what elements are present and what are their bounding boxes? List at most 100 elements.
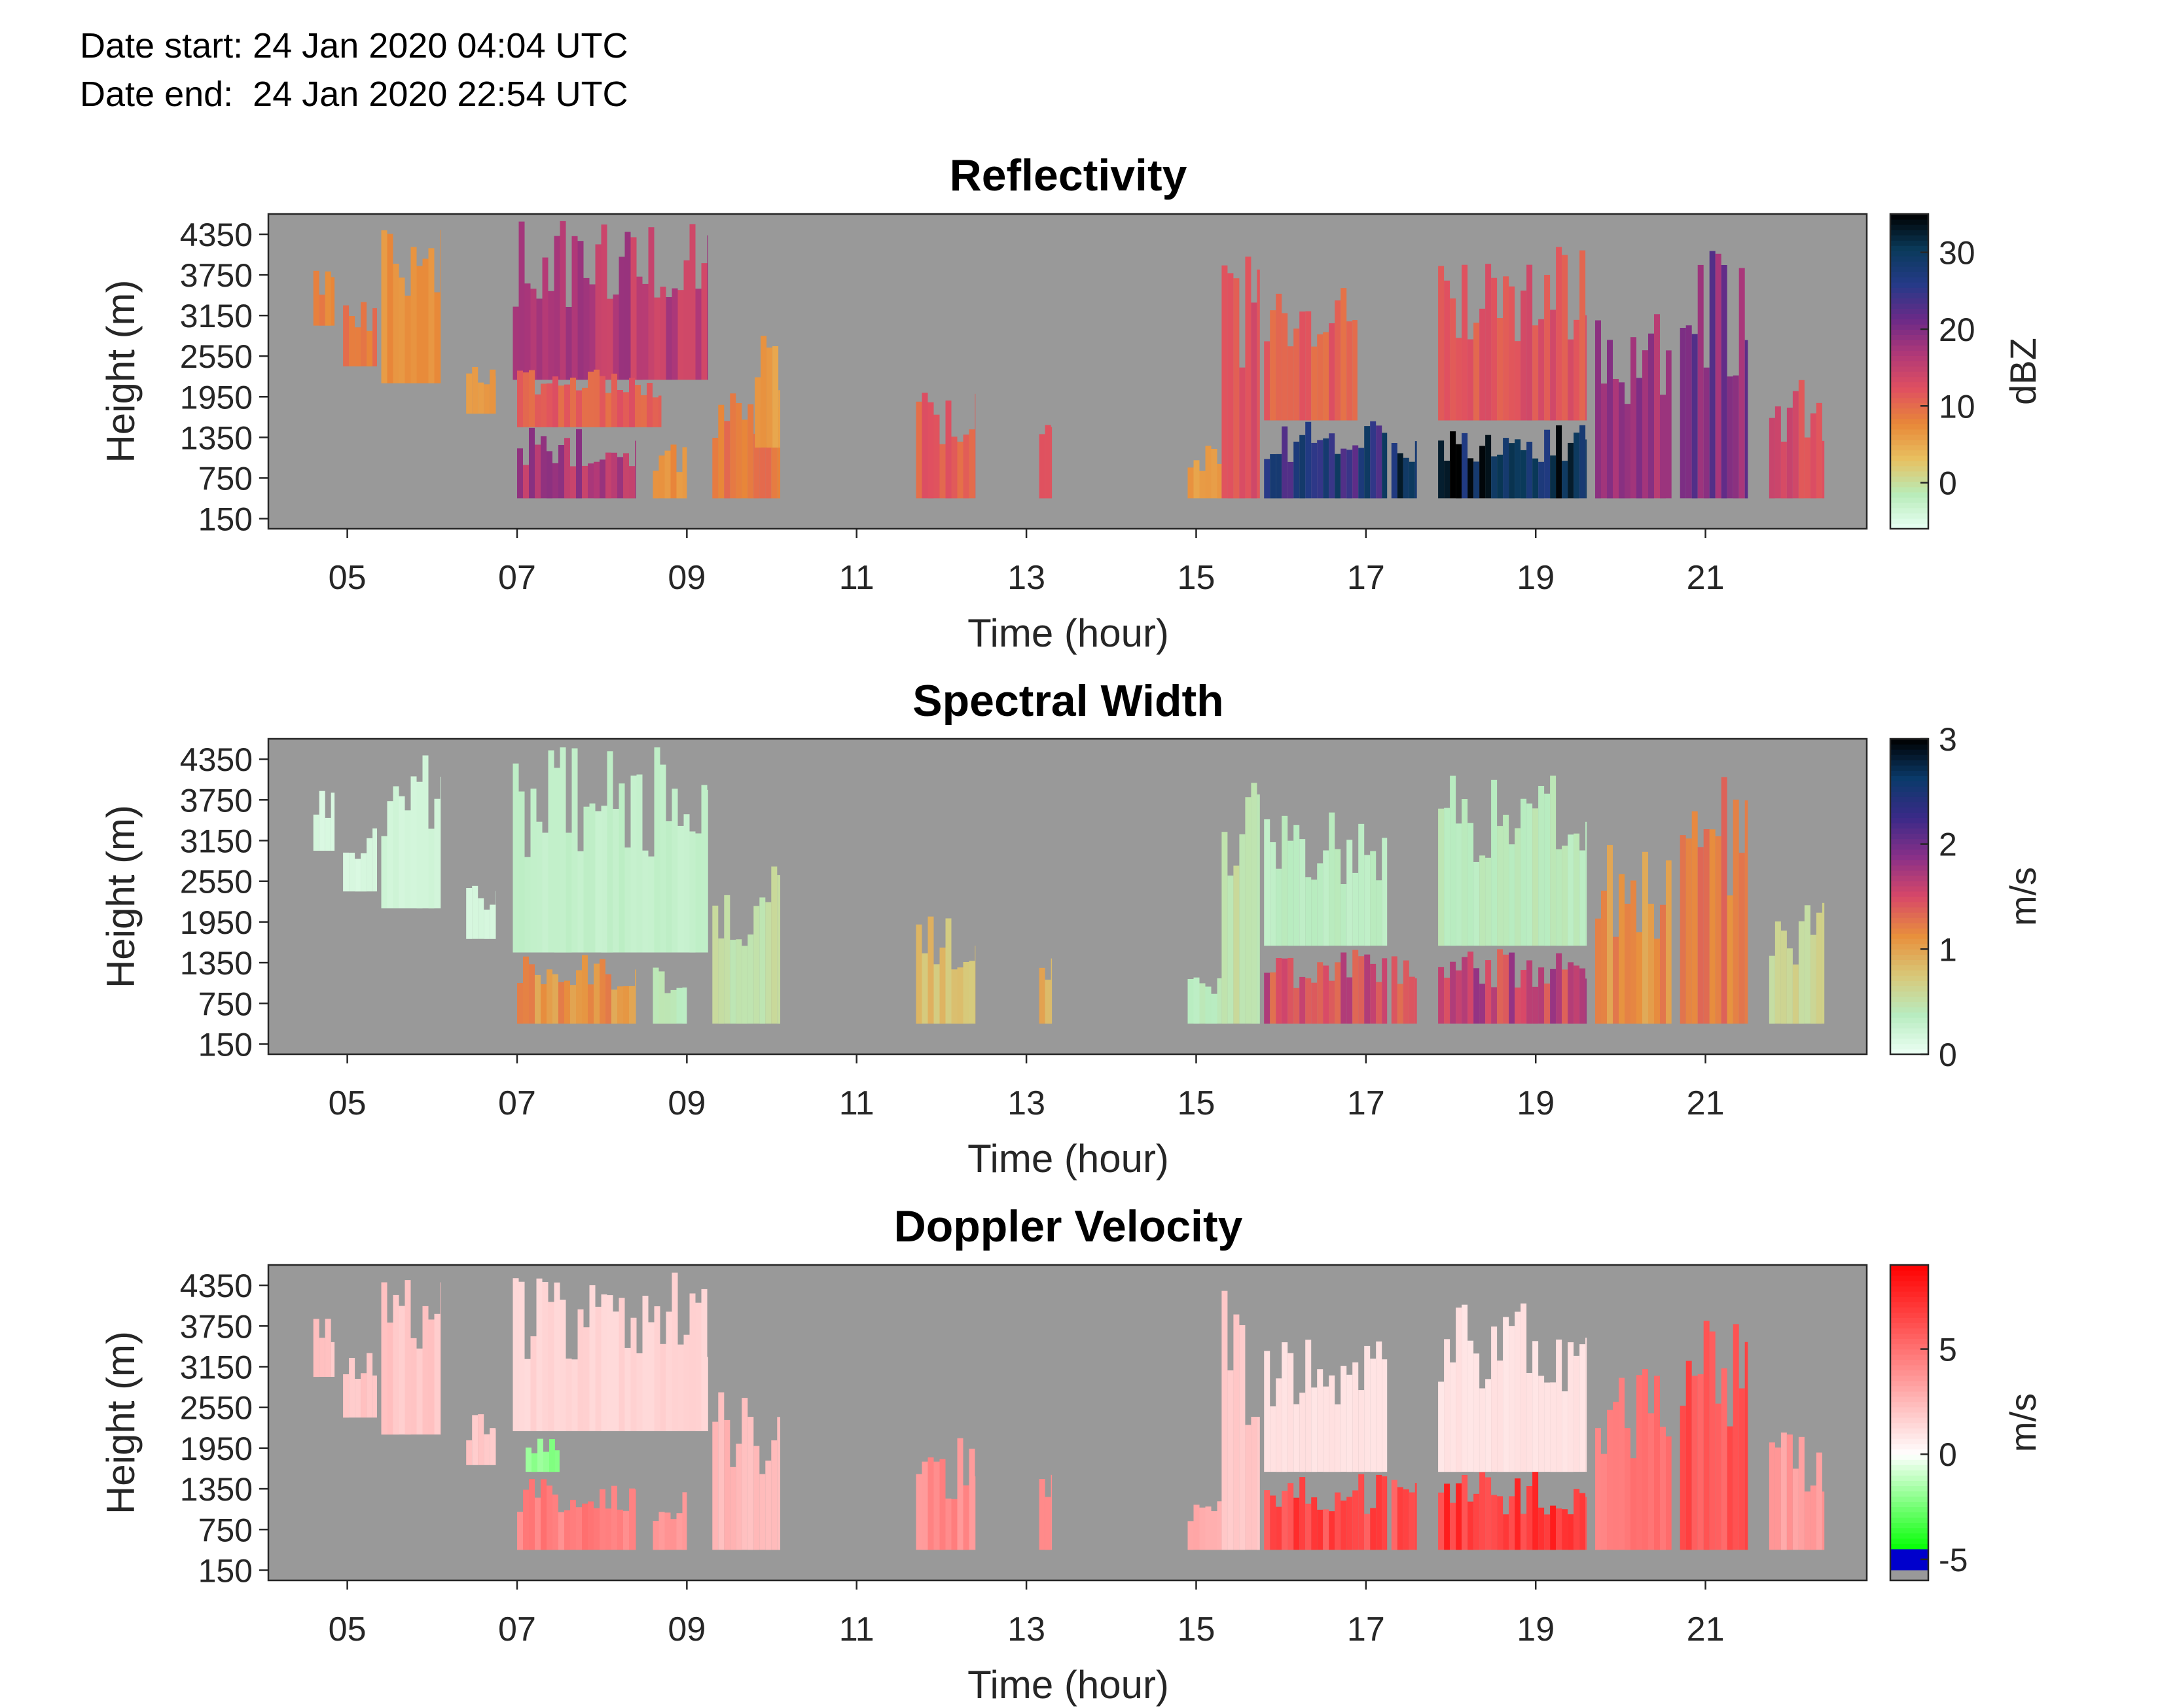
colorbar-swatch — [1890, 1370, 1928, 1376]
echo-column — [1485, 857, 1492, 946]
echo-column — [945, 918, 952, 1024]
echo-column — [1509, 1326, 1515, 1472]
echo-column — [319, 791, 325, 851]
echo-column — [361, 302, 367, 366]
echo-column — [623, 453, 629, 499]
echo-column — [1467, 339, 1474, 421]
echo-column — [1625, 1428, 1630, 1550]
echo-column — [1648, 333, 1654, 499]
echo-column — [566, 307, 572, 380]
echo-column — [1715, 253, 1721, 499]
echo-column — [466, 373, 473, 414]
echo-column — [1562, 969, 1568, 1024]
echo-column — [313, 1319, 319, 1378]
echo-column — [933, 964, 940, 1024]
echo-column — [1497, 826, 1503, 946]
echo-column — [1335, 454, 1341, 499]
y-tick-label: 150 — [198, 1552, 253, 1589]
colorbar-swatch — [1890, 1486, 1928, 1491]
colorbar-swatch — [1890, 230, 1928, 236]
echo-column — [1444, 461, 1450, 499]
echo-column — [1579, 425, 1586, 499]
x-tick-label: 05 — [329, 1084, 367, 1122]
echo-column — [617, 390, 623, 427]
echo-column — [1323, 1509, 1329, 1550]
colorbar-swatch — [1890, 1033, 1928, 1039]
echo-column — [529, 1479, 535, 1550]
echo-column — [1376, 880, 1382, 946]
colorbar-swatch — [1890, 1307, 1928, 1313]
colorbar-swatch — [1890, 397, 1928, 404]
echo-column — [387, 1323, 393, 1435]
echo-column — [1444, 280, 1450, 421]
echo-column — [547, 451, 552, 499]
echo-column — [1045, 980, 1051, 1024]
echo-column — [1391, 956, 1397, 1024]
echo-column — [1816, 1452, 1822, 1550]
echo-column — [607, 1295, 613, 1431]
echo-column — [1264, 341, 1270, 421]
echo-column — [331, 1342, 335, 1377]
echo-column — [1329, 1511, 1335, 1550]
echo-column — [523, 956, 529, 1024]
echo-column — [595, 1306, 602, 1431]
x-tick-label: 07 — [498, 559, 536, 597]
echo-column — [1568, 962, 1574, 1024]
echo-column — [761, 336, 767, 448]
echo-column — [1703, 367, 1710, 499]
echo-column — [1370, 421, 1377, 499]
colorbar-tick-label: 0 — [1939, 1436, 1957, 1473]
colorbar-swatch — [1890, 245, 1928, 251]
echo-column — [1329, 433, 1335, 499]
echo-column — [1346, 321, 1353, 421]
echo-column — [1245, 797, 1251, 1024]
echo-column — [1703, 1321, 1710, 1550]
echo-column — [695, 833, 702, 953]
echo-column — [434, 1313, 441, 1435]
echo-column — [1538, 319, 1545, 421]
echo-column — [1503, 1514, 1509, 1550]
y-tick-label: 3750 — [180, 257, 253, 294]
echo-column — [541, 1479, 547, 1550]
echo-column — [1293, 329, 1300, 421]
colorbar-swatch — [1890, 1575, 1928, 1581]
echo-column — [1199, 1507, 1206, 1550]
echo-column — [1738, 853, 1745, 1024]
echo-column — [1568, 834, 1574, 946]
echo-column — [1282, 1342, 1288, 1472]
echo-column — [1532, 1472, 1539, 1550]
echo-column — [1382, 1476, 1388, 1550]
echo-column — [1509, 443, 1515, 499]
echo-column — [1358, 823, 1365, 946]
echo-column — [349, 1358, 355, 1418]
echo-column — [1211, 1511, 1217, 1550]
echo-column — [588, 371, 594, 427]
echo-column — [1654, 938, 1660, 1024]
echo-column — [933, 414, 940, 499]
echo-column — [1579, 1493, 1586, 1550]
colorbar-swatch — [1890, 224, 1928, 230]
colorbar-label: m/s — [2002, 1393, 2043, 1452]
echo-column — [1774, 406, 1781, 499]
echo-column — [1473, 461, 1480, 499]
y-axis-label: Height (m) — [99, 279, 143, 463]
echo-column — [1299, 1393, 1306, 1472]
colorbar-swatch — [1890, 408, 1928, 414]
colorbar-swatch — [1890, 476, 1928, 482]
echo-column — [1544, 429, 1551, 499]
echo-column — [361, 853, 367, 892]
echo-column — [1491, 1326, 1498, 1472]
colorbar-swatch — [1890, 1012, 1928, 1018]
echo-column — [1680, 328, 1686, 499]
echo-column — [1270, 972, 1276, 1024]
colorbar-swatch — [1890, 450, 1928, 456]
echo-column — [1051, 427, 1053, 499]
colorbar-swatch — [1890, 907, 1928, 913]
echo-column — [547, 383, 552, 427]
echo-column — [1221, 265, 1228, 499]
echo-column — [1660, 904, 1666, 1024]
echo-column — [624, 1347, 631, 1431]
echo-column — [1680, 835, 1686, 1024]
echo-column — [777, 875, 780, 1024]
echo-column — [554, 1282, 560, 1431]
